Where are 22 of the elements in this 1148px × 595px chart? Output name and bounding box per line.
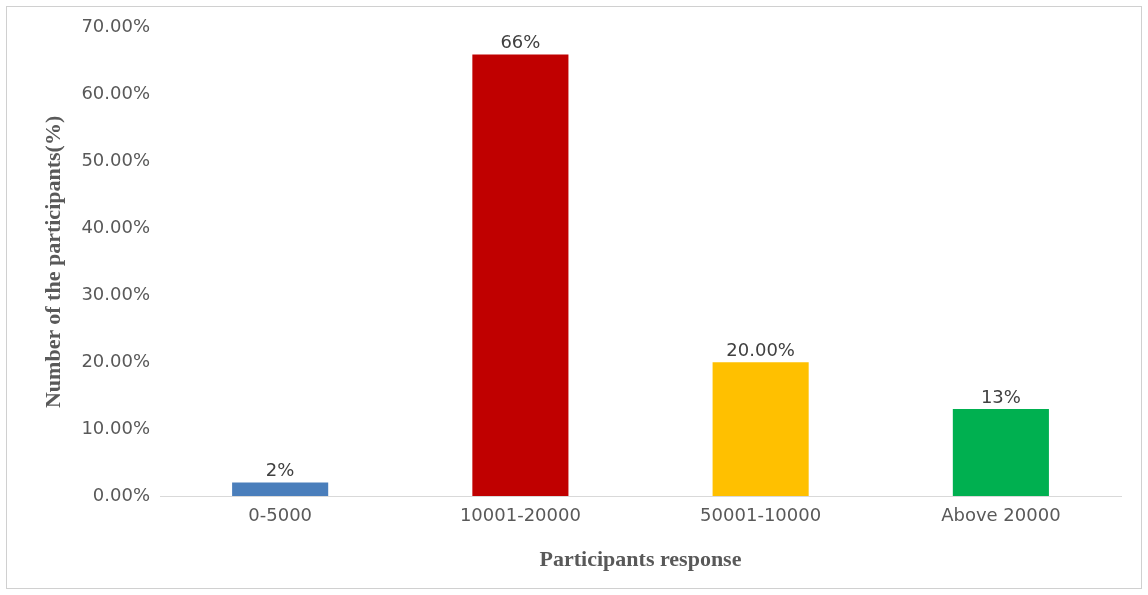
x-tick-label: Above 20000 — [941, 504, 1061, 526]
data-label: 2% — [265, 459, 295, 481]
y-axis-title: Number of the participants(%) — [39, 115, 65, 409]
y-tick-label: 40.00% — [81, 216, 151, 238]
y-tick-label: 10.00% — [81, 416, 151, 438]
x-axis-title: Participants response — [539, 546, 742, 572]
bar — [952, 409, 1049, 496]
x-tick-label: 50001-10000 — [700, 504, 822, 526]
y-tick-label: 70.00% — [81, 15, 151, 37]
y-tick-label: 30.00% — [81, 283, 151, 305]
x-tick-label: 0-5000 — [248, 504, 313, 526]
y-tick-label: 0.00% — [92, 483, 151, 505]
bar — [232, 482, 329, 496]
data-label: 20.00% — [726, 338, 795, 360]
y-tick-label: 50.00% — [81, 149, 151, 171]
y-tick-label: 20.00% — [81, 349, 151, 371]
y-tick-label: 60.00% — [81, 82, 151, 104]
bar — [472, 54, 569, 496]
x-tick-label: 10001-20000 — [459, 504, 581, 526]
bar — [712, 362, 809, 496]
data-label: 13% — [980, 385, 1021, 407]
data-label: 66% — [500, 31, 541, 53]
